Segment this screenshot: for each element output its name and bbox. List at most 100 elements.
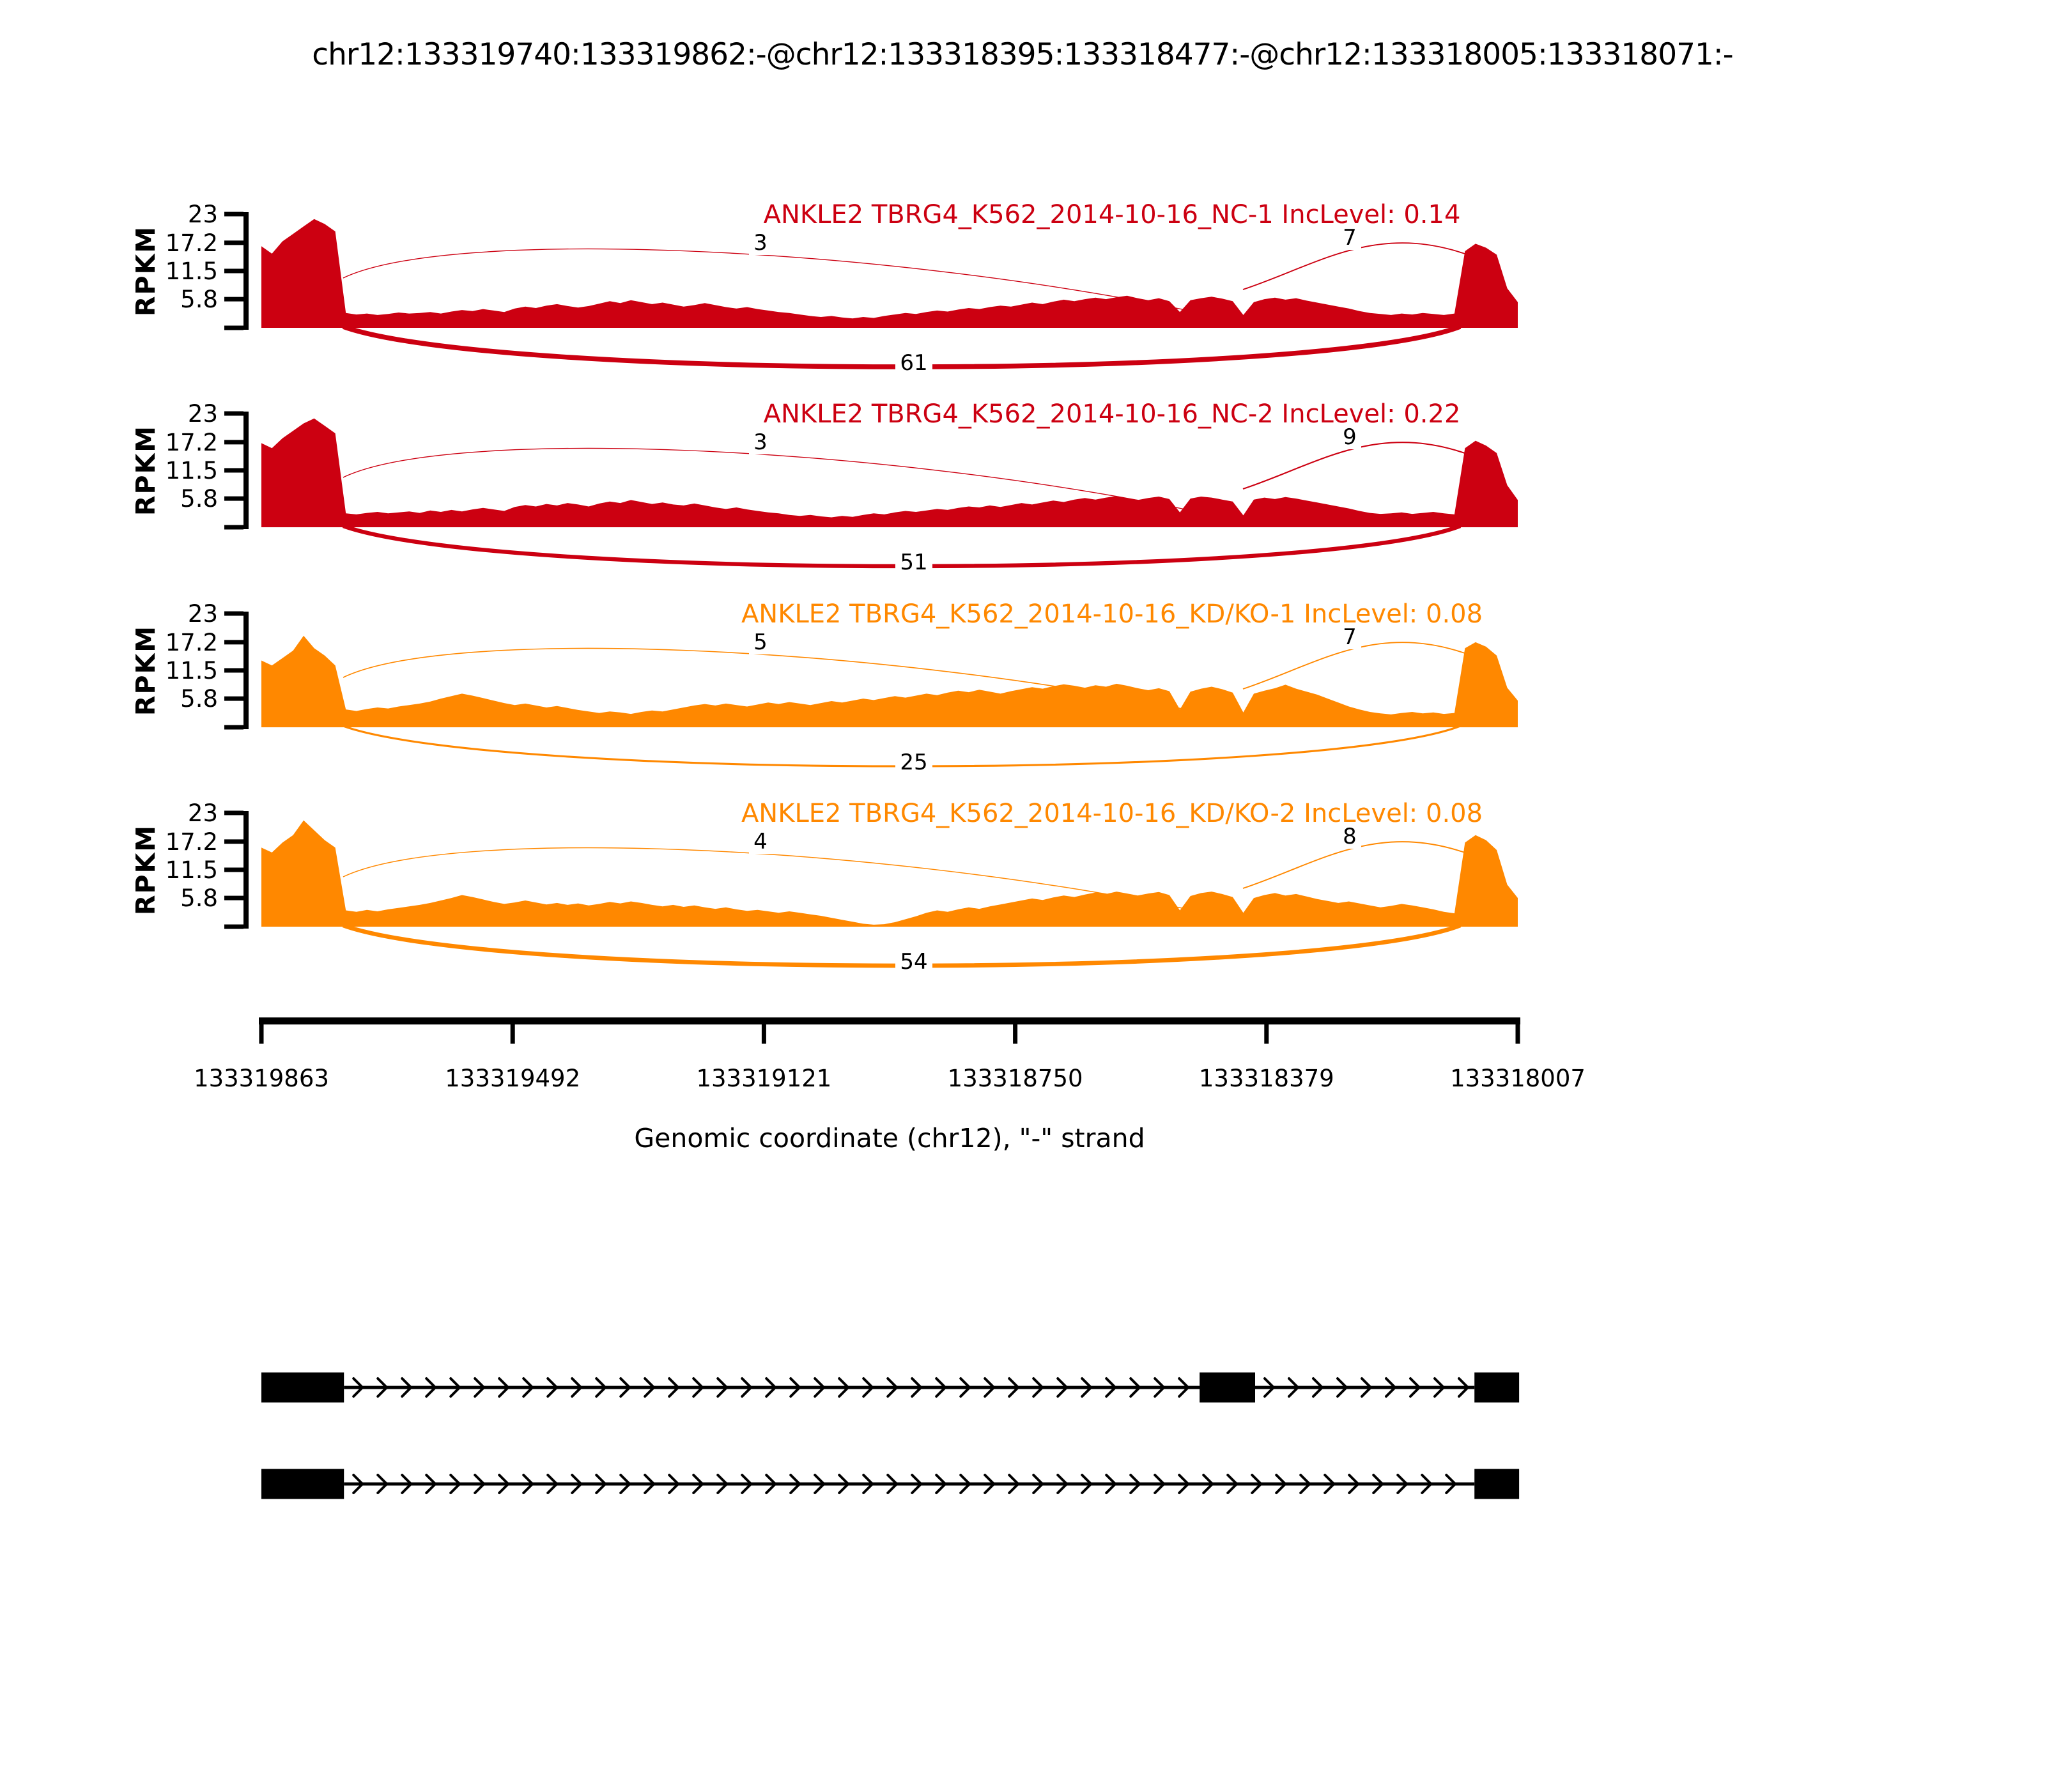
y-tick-label: 11.5 bbox=[166, 856, 218, 884]
y-axis-tick bbox=[224, 240, 243, 245]
y-axis-tick bbox=[224, 696, 243, 701]
junction-count-inclusion-right: 7 bbox=[1343, 624, 1357, 650]
inclusion-junction-arc-right bbox=[1242, 841, 1465, 889]
y-axis-tick bbox=[224, 867, 243, 872]
coverage-area bbox=[261, 635, 1518, 727]
junction-count-inclusion-left: 3 bbox=[753, 230, 768, 256]
junction-count-inclusion-right-bg bbox=[1338, 222, 1361, 250]
y-tick-label: 23 bbox=[188, 400, 218, 428]
y-axis-tick bbox=[224, 810, 243, 815]
y-axis-tick bbox=[224, 496, 243, 501]
y-tick-label: 11.5 bbox=[166, 258, 218, 285]
junction-count-skipping-bg bbox=[895, 347, 932, 375]
inclusion-junction-arc-left bbox=[343, 847, 1186, 909]
junction-count-inclusion-left-bg bbox=[749, 626, 772, 654]
y-axis-tick bbox=[224, 325, 243, 330]
sashimi-track-4: 4 8 54 ANKLE2 TBRG4_K562_2014-10-16_KD/KO-2… bbox=[130, 799, 1518, 975]
y-tick-label: 17.2 bbox=[166, 429, 218, 456]
x-axis-tick bbox=[1013, 1024, 1018, 1044]
junction-count-inclusion-left: 4 bbox=[753, 829, 768, 854]
junction-count-inclusion-left-bg bbox=[749, 826, 772, 854]
sashimi-track-3: 5 7 25 ANKLE2 TBRG4_K562_2014-10-16_KD/KO-1… bbox=[130, 599, 1518, 775]
junction-count-skipping: 51 bbox=[900, 550, 927, 575]
y-axis-tick bbox=[224, 668, 243, 673]
junction-count-skipping-bg bbox=[895, 546, 932, 575]
y-tick-label: 17.2 bbox=[166, 629, 218, 656]
exon-box bbox=[1200, 1372, 1256, 1403]
y-axis-tick bbox=[224, 268, 243, 274]
y-tick-label: 5.8 bbox=[180, 286, 218, 313]
x-axis-tick bbox=[510, 1024, 515, 1044]
junction-count-inclusion-right: 9 bbox=[1343, 424, 1357, 450]
x-tick-label: 133318379 bbox=[1199, 1065, 1334, 1092]
inclusion-junction-arc-left bbox=[343, 447, 1186, 510]
x-tick-label: 133319492 bbox=[445, 1065, 580, 1092]
plot-title: chr12:133319740:133319862:-@chr12:133318… bbox=[312, 37, 1733, 72]
x-axis-tick bbox=[1515, 1024, 1520, 1044]
y-axis-tick bbox=[224, 895, 243, 900]
x-tick-label: 133319121 bbox=[696, 1065, 831, 1092]
y-axis-title-rpkm: RPKM bbox=[130, 425, 161, 516]
junction-count-inclusion-left: 5 bbox=[753, 630, 768, 655]
junction-count-inclusion-left: 3 bbox=[753, 429, 768, 455]
y-tick-label: 5.8 bbox=[180, 685, 218, 713]
inclusion-junction-arc-left bbox=[343, 248, 1186, 311]
strand-arrow-chevrons bbox=[1263, 1377, 1469, 1398]
exon-box bbox=[1474, 1469, 1520, 1499]
junction-count-inclusion-right-bg bbox=[1338, 421, 1361, 449]
junction-count-inclusion-right-bg bbox=[1338, 621, 1361, 649]
y-tick-label: 23 bbox=[188, 600, 218, 628]
junction-count-skipping-bg bbox=[895, 746, 932, 775]
y-axis-tick bbox=[224, 924, 243, 929]
y-axis-tick bbox=[224, 839, 243, 844]
x-tick-label: 133318750 bbox=[948, 1065, 1083, 1092]
inclusion-junction-arc-right bbox=[1242, 242, 1465, 290]
x-tick-label: 133319863 bbox=[194, 1065, 329, 1092]
junction-count-inclusion-left-bg bbox=[749, 426, 772, 454]
x-axis-title: Genomic coordinate (chr12), "-" strand bbox=[634, 1123, 1145, 1154]
strand-arrow-chevrons bbox=[352, 1474, 1457, 1494]
track-title: ANKLE2 TBRG4_K562_2014-10-16_KD/KO-2 Inc… bbox=[741, 799, 1483, 828]
strand-arrow-chevrons bbox=[352, 1377, 1190, 1398]
y-axis-title-rpkm: RPKM bbox=[130, 625, 161, 716]
y-tick-label: 5.8 bbox=[180, 485, 218, 513]
y-axis-tick bbox=[224, 440, 243, 445]
exon-box bbox=[261, 1372, 344, 1403]
junction-count-inclusion-right: 8 bbox=[1343, 824, 1357, 849]
y-tick-label: 17.2 bbox=[166, 828, 218, 856]
y-axis-spine bbox=[243, 412, 249, 529]
track-title: ANKLE2 TBRG4_K562_2014-10-16_NC-1 IncLev… bbox=[764, 200, 1461, 229]
coverage-area bbox=[261, 219, 1518, 328]
y-axis-tick bbox=[224, 611, 243, 616]
x-axis-bar bbox=[259, 1017, 1520, 1024]
junction-count-inclusion-right-bg bbox=[1338, 821, 1361, 849]
inclusion-junction-arc-left bbox=[343, 647, 1186, 710]
inclusion-junction-arc-right bbox=[1242, 442, 1465, 490]
junction-count-skipping: 25 bbox=[900, 750, 927, 775]
y-axis-spine bbox=[243, 212, 249, 330]
y-tick-label: 23 bbox=[188, 201, 218, 228]
exon-box bbox=[261, 1469, 344, 1499]
sashimi-track-1: 3 7 61 ANKLE2 TBRG4_K562_2014-10-16_NC-1 In… bbox=[130, 200, 1518, 376]
y-axis-tick bbox=[224, 297, 243, 302]
y-tick-label: 5.8 bbox=[180, 884, 218, 912]
y-axis-tick bbox=[224, 212, 243, 217]
exon-box bbox=[1474, 1372, 1520, 1403]
junction-count-skipping-bg bbox=[895, 946, 932, 974]
junction-count-skipping: 54 bbox=[900, 949, 927, 975]
y-axis-spine bbox=[243, 612, 249, 729]
x-axis-tick bbox=[259, 1024, 264, 1044]
y-axis-tick bbox=[224, 640, 243, 645]
track-title: ANKLE2 TBRG4_K562_2014-10-16_KD/KO-1 Inc… bbox=[741, 599, 1483, 629]
junction-count-inclusion-right: 7 bbox=[1343, 225, 1357, 251]
junction-count-inclusion-left-bg bbox=[749, 227, 772, 255]
sashimi-track-2: 3 9 51 ANKLE2 TBRG4_K562_2014-10-16_NC-2 In… bbox=[130, 399, 1518, 575]
y-axis-title-rpkm: RPKM bbox=[130, 226, 161, 316]
y-axis-title-rpkm: RPKM bbox=[130, 824, 161, 915]
y-axis-spine bbox=[243, 811, 249, 929]
transcript-1-inclusion-isoform bbox=[261, 1372, 1520, 1403]
coverage-area bbox=[261, 418, 1518, 527]
y-tick-label: 11.5 bbox=[166, 657, 218, 684]
